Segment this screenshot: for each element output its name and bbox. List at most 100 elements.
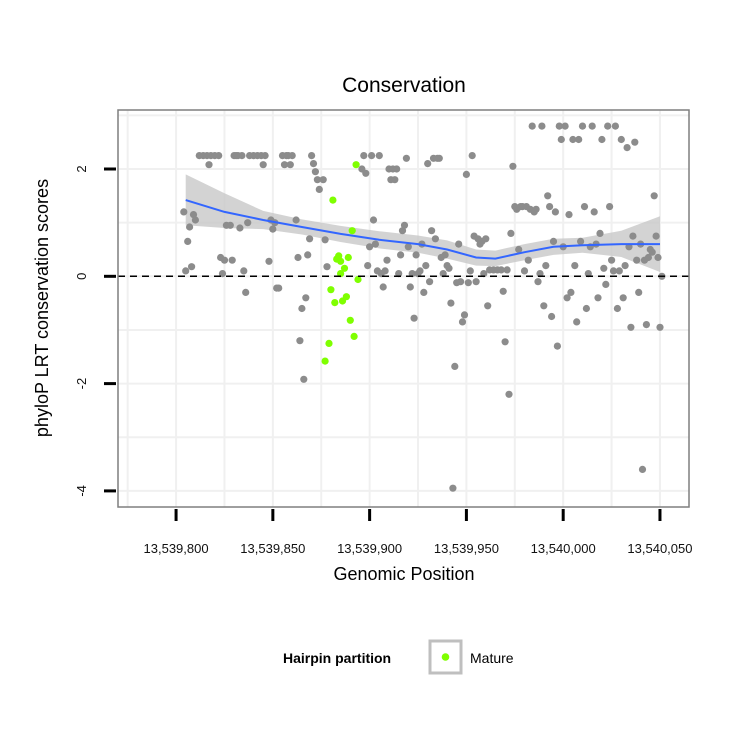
other-point [431,235,439,243]
other-point [408,270,416,278]
other-point [215,152,223,160]
other-point [611,122,620,130]
mature-point [342,293,350,301]
points-layer [180,122,666,492]
other-point [447,299,455,307]
other-point [371,240,379,248]
x-tick-label: 13,540,050 [627,541,692,556]
other-point [642,321,651,329]
other-point [548,312,556,321]
other-point [462,170,470,178]
other-point [551,208,560,216]
other-point [315,185,323,193]
other-point [313,176,321,184]
other-point [515,245,523,254]
other-point [375,152,383,160]
mature-point [329,196,337,204]
other-point [501,338,509,346]
other-point [238,152,246,160]
other-point [650,192,658,200]
other-point [445,264,453,272]
x-tick-label: 13,539,950 [434,541,499,556]
other-point [609,267,618,275]
other-point [220,256,229,264]
other-point [309,160,318,168]
other-point [561,122,569,130]
other-point [404,243,412,251]
other-point [383,256,391,264]
other-point [536,270,544,278]
other-point [532,205,540,213]
other-point [424,160,432,168]
other-point [410,314,418,322]
mature-point [348,227,356,235]
other-point [588,122,596,130]
other-point [482,235,490,243]
other-point [428,227,436,235]
other-point [406,283,414,291]
other-point [631,138,639,146]
other-point [584,270,592,278]
other-point [304,251,312,259]
other-point [604,122,612,130]
gridlines [118,110,689,507]
other-point [226,221,234,229]
other-point [420,288,428,296]
other-point [567,288,575,296]
other-point [573,318,581,326]
other-point [563,294,571,302]
other-point [455,240,463,248]
other-point [259,161,267,169]
other-point [205,161,213,169]
other-point [218,270,227,278]
other-point [397,251,405,259]
other-point [621,262,629,270]
other-point [594,294,602,302]
other-point [364,262,372,270]
mature-point [354,275,362,284]
other-point [182,267,190,275]
other-point [633,256,641,264]
other-point [615,267,623,275]
mature-point [331,299,339,307]
other-point [366,243,374,251]
confidence-band [185,174,660,272]
other-point [242,288,250,296]
other-point [292,216,300,224]
other-point [362,169,370,177]
other-point [652,232,660,240]
other-point [416,267,424,275]
other-point [575,135,583,144]
other-point [457,278,465,286]
other-point [635,288,643,296]
mature-point [346,316,354,324]
other-point [540,302,548,310]
other-point [534,278,542,286]
other-point [598,135,606,144]
smooth-line-layer [185,199,660,260]
other-point [503,266,511,274]
other-point [398,227,407,235]
confidence-band-layer [185,174,660,272]
other-point [426,278,434,286]
other-point [393,165,401,173]
other-point [623,144,631,152]
other-point [578,122,587,130]
other-point [565,211,573,219]
other-point [180,208,188,216]
legend-label-mature: Mature [470,650,514,666]
other-point [577,237,585,245]
other-point [460,311,469,319]
other-point [412,251,420,259]
other-point [497,266,505,274]
other-point [472,278,480,286]
y-tick-label: 0 [74,273,89,280]
other-point [596,229,604,237]
other-point [617,135,625,144]
other-point [644,253,653,262]
other-point [184,237,192,245]
smooth-line [185,199,660,260]
mature-point [337,270,345,278]
other-point [484,302,492,310]
